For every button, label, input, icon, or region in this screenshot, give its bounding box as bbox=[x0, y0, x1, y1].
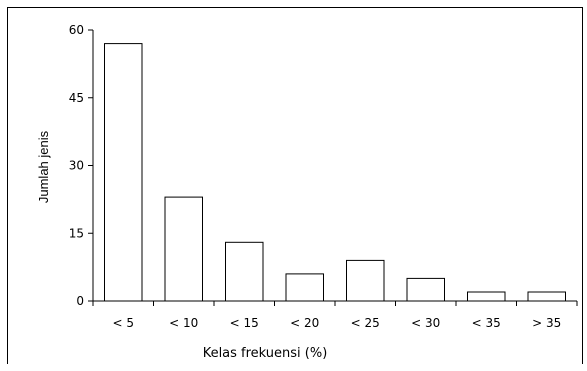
y-tick-label: 60 bbox=[69, 23, 84, 37]
y-tick-label: 0 bbox=[76, 294, 84, 308]
x-tick-label: < 25 bbox=[351, 316, 380, 330]
chart-frame bbox=[7, 7, 583, 364]
x-axis-title: Kelas frekuensi (%) bbox=[203, 346, 328, 361]
bar bbox=[164, 196, 203, 302]
x-tick-label: < 15 bbox=[230, 316, 259, 330]
y-axis: 0 15 30 45 60 bbox=[69, 23, 94, 308]
y-tick-label: 45 bbox=[69, 91, 84, 105]
bar bbox=[467, 291, 506, 302]
bar bbox=[346, 259, 385, 302]
x-axis: < 5 < 10 < 15 < 20 < 25 < 30 < 35 > 35 bbox=[92, 300, 578, 330]
x-tick-label: < 20 bbox=[290, 316, 319, 330]
y-tick-label: 30 bbox=[69, 159, 84, 173]
y-axis-title: Jumlah jenis bbox=[36, 130, 51, 203]
y-tick-label: 15 bbox=[69, 226, 84, 240]
bar bbox=[285, 273, 324, 302]
bar bbox=[225, 241, 264, 302]
x-tick-label: < 35 bbox=[472, 316, 501, 330]
x-tick-label: < 30 bbox=[411, 316, 440, 330]
x-tick-label: < 10 bbox=[169, 316, 198, 330]
bar bbox=[406, 277, 445, 302]
bars bbox=[104, 43, 566, 302]
bar bbox=[104, 43, 143, 302]
bar bbox=[527, 291, 566, 302]
x-tick-label: > 35 bbox=[532, 316, 561, 330]
x-tick-label: < 5 bbox=[112, 316, 134, 330]
